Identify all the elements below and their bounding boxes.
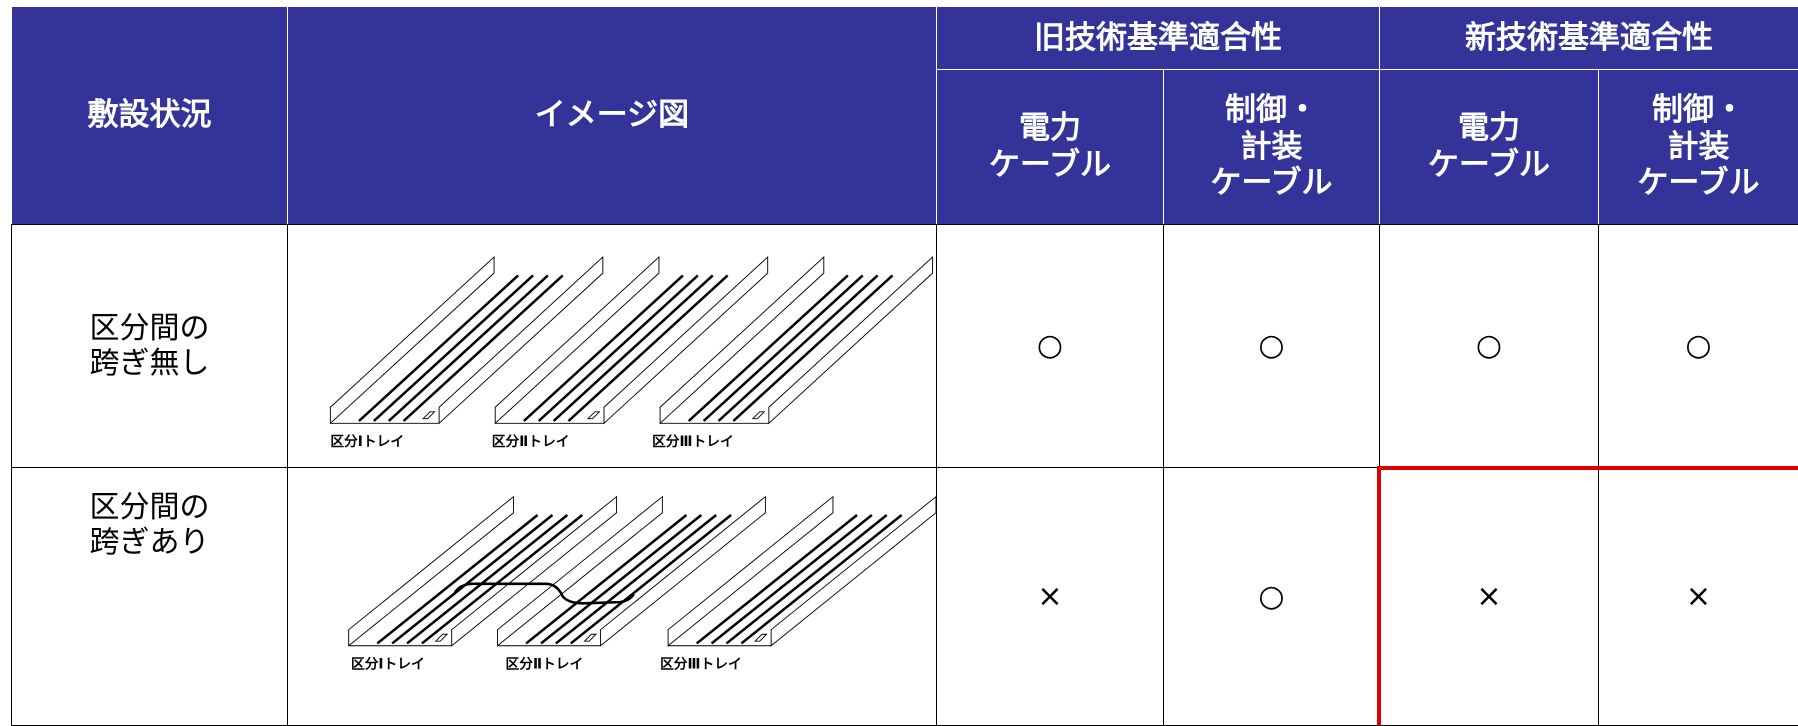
tray-diagram: 区分Ⅰトレイ 区分Ⅱトレイ 区分Ⅲトレイ xyxy=(348,495,936,672)
tray-label: 区分Ⅱトレイ xyxy=(492,434,570,450)
highlight-box xyxy=(1377,466,1798,725)
suitability-mark: ○ xyxy=(936,224,1164,468)
cable xyxy=(358,274,519,422)
image-cell: 区分Ⅰトレイ 区分Ⅱトレイ 区分Ⅲトレイ xyxy=(287,224,937,468)
cable xyxy=(373,274,534,422)
row-label: 区分間の 跨ぎあり xyxy=(11,467,288,726)
cable xyxy=(725,513,888,644)
cable xyxy=(567,274,729,422)
crossing-cable xyxy=(452,581,635,605)
column-header: 制御・ 計装 ケーブル xyxy=(1163,69,1380,225)
suitability-mark: ○ xyxy=(1379,224,1599,468)
cable xyxy=(687,274,849,422)
suitability-mark: × xyxy=(1379,467,1599,726)
suitability-mark: ○ xyxy=(1163,224,1380,468)
cable xyxy=(525,513,688,644)
group-header: 新技術基準適合性 xyxy=(1379,6,1798,70)
suitability-mark: × xyxy=(1598,467,1798,726)
tray xyxy=(659,255,934,424)
tray xyxy=(329,255,604,424)
cable xyxy=(537,274,699,422)
cable xyxy=(717,274,879,422)
tray-label: 区分Ⅰトレイ xyxy=(351,656,425,672)
column-header: 制御・ 計装 ケーブル xyxy=(1598,69,1798,225)
suitability-mark: ○ xyxy=(1598,224,1798,468)
header-cell: イメージ図 xyxy=(287,6,937,225)
cable xyxy=(406,513,569,644)
cable xyxy=(402,274,564,422)
cable xyxy=(391,513,554,644)
tray xyxy=(348,495,618,647)
cable xyxy=(387,274,549,422)
cable xyxy=(522,274,684,422)
tray xyxy=(494,255,769,424)
cable xyxy=(569,513,732,644)
cable xyxy=(695,513,858,644)
cable xyxy=(376,513,539,644)
suitability-mark: ○ xyxy=(1163,467,1380,726)
column-header: 電力 ケーブル xyxy=(936,69,1164,225)
cable xyxy=(555,513,717,644)
tray xyxy=(497,495,766,647)
tray-label: 区分Ⅲトレイ xyxy=(652,434,734,450)
row-label: 区分間の 跨ぎ無し xyxy=(11,224,288,468)
header-cell: 敷設状況 xyxy=(11,6,288,225)
cable xyxy=(702,274,864,422)
tray-label: 区分Ⅲトレイ xyxy=(660,656,742,672)
cable xyxy=(710,513,873,644)
cable xyxy=(552,274,714,422)
tray-diagram: 区分Ⅰトレイ 区分Ⅱトレイ 区分Ⅲトレイ xyxy=(329,255,934,450)
column-header: 電力 ケーブル xyxy=(1379,69,1599,225)
cable xyxy=(740,513,903,644)
suitability-mark: × xyxy=(936,467,1164,726)
image-cell: 区分Ⅰトレイ 区分Ⅱトレイ 区分Ⅲトレイ xyxy=(287,467,937,726)
cable xyxy=(421,513,584,644)
cable xyxy=(540,513,703,644)
tray-label: 区分Ⅱトレイ xyxy=(506,656,584,672)
group-header: 旧技術基準適合性 xyxy=(936,6,1380,70)
tray-label: 区分Ⅰトレイ xyxy=(330,434,404,450)
tray xyxy=(667,495,936,647)
cable xyxy=(732,274,894,422)
